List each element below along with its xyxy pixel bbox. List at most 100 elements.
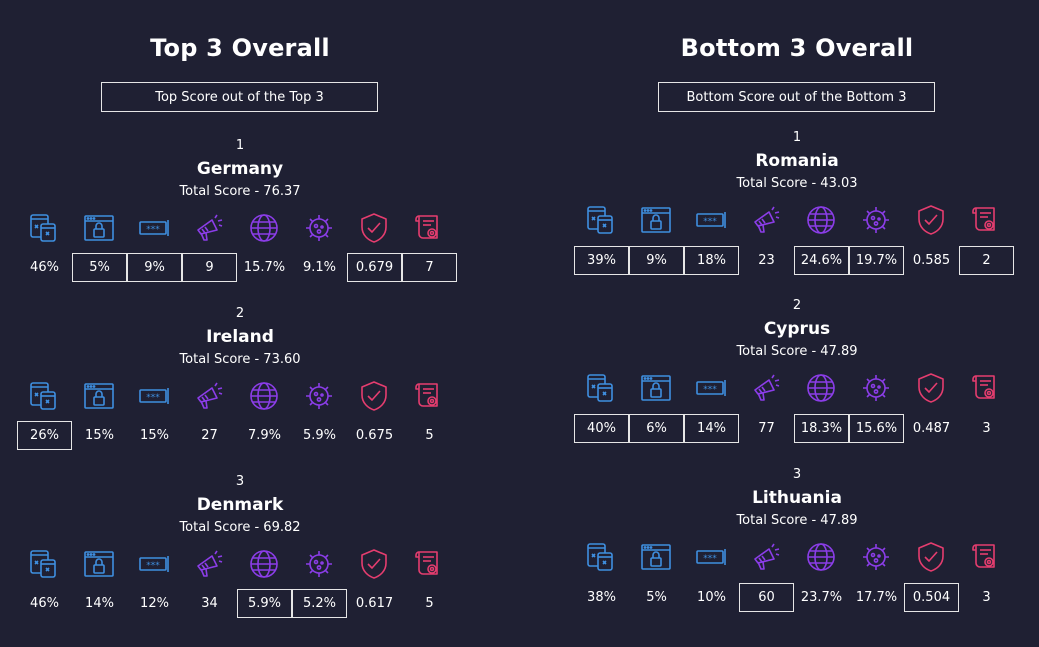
metric-value: 5.2% (292, 589, 347, 618)
metric-value: 0.585 (912, 253, 951, 268)
country-name: Cyprus (763, 319, 831, 339)
metric-value: 46% (30, 260, 59, 275)
password-icon: *** (695, 204, 727, 236)
panel-title: Bottom 3 Overall (680, 34, 914, 62)
virus-icon (303, 548, 335, 580)
country-name: Denmark (196, 495, 284, 515)
metric-value: 38% (587, 590, 616, 605)
metric-value: 24.6% (794, 246, 849, 275)
globe-icon (248, 380, 280, 412)
metric-value: 14% (684, 414, 739, 443)
browser-lock-icon (640, 204, 672, 236)
metric-value: 0.675 (355, 428, 394, 443)
metric-value: 23.7% (800, 590, 843, 605)
metric-value: 5.9% (302, 428, 337, 443)
certificate-icon (970, 204, 1002, 236)
metric-value: 0.617 (355, 596, 394, 611)
certificate-icon (970, 372, 1002, 404)
metric-value: 9.1% (302, 260, 337, 275)
legend-button[interactable]: Bottom Score out of the Bottom 3 (658, 82, 935, 112)
devices-icon (28, 548, 60, 580)
browser-lock-icon (640, 372, 672, 404)
metric-value: 9% (127, 253, 182, 282)
certificate-icon (413, 548, 445, 580)
megaphone-icon (193, 548, 225, 580)
total-score: Total Score - 76.37 (179, 184, 301, 199)
svg-text:***: *** (146, 225, 160, 235)
svg-text:***: *** (703, 217, 717, 227)
globe-icon (805, 541, 837, 573)
svg-text:***: *** (146, 393, 160, 403)
virus-icon (303, 380, 335, 412)
devices-icon (28, 212, 60, 244)
globe-icon (248, 212, 280, 244)
metric-value: 9% (629, 246, 684, 275)
metric-value: 27 (201, 428, 218, 443)
globe-icon (805, 372, 837, 404)
shield-check-icon (358, 380, 390, 412)
metric-value: 12% (140, 596, 169, 611)
country-name: Lithuania (752, 488, 842, 508)
megaphone-icon (750, 541, 782, 573)
legend-button[interactable]: Top Score out of the Top 3 (101, 82, 378, 112)
total-score: Total Score - 73.60 (179, 352, 301, 367)
total-score: Total Score - 47.89 (736, 513, 858, 528)
certificate-icon (413, 380, 445, 412)
metric-value: 17.7% (855, 590, 898, 605)
password-icon: *** (695, 372, 727, 404)
total-score: Total Score - 47.89 (736, 344, 858, 359)
rank-number: 2 (792, 298, 802, 313)
country-name: Ireland (206, 327, 274, 347)
megaphone-icon (193, 212, 225, 244)
megaphone-icon (750, 372, 782, 404)
country-name: Romania (755, 151, 839, 171)
metric-value: 19.7% (849, 246, 904, 275)
virus-icon (860, 372, 892, 404)
virus-icon (860, 541, 892, 573)
password-icon: *** (695, 541, 727, 573)
metric-value: 18.3% (794, 414, 849, 443)
metric-value: 5% (72, 253, 127, 282)
password-icon: *** (138, 548, 170, 580)
metric-value: 34 (201, 596, 218, 611)
devices-icon (585, 541, 617, 573)
metric-value: 3 (982, 590, 991, 605)
metric-value: 5 (425, 428, 434, 443)
metric-value: 18% (684, 246, 739, 275)
metric-value: 7.9% (247, 428, 282, 443)
metric-value: 26% (17, 421, 72, 450)
metric-value: 2 (959, 246, 1014, 275)
metric-value: 5.9% (237, 589, 292, 618)
country-name: Germany (196, 159, 284, 179)
metric-value: 6% (629, 414, 684, 443)
shield-check-icon (915, 204, 947, 236)
metric-value: 5% (646, 590, 667, 605)
browser-lock-icon (83, 548, 115, 580)
shield-check-icon (358, 548, 390, 580)
metric-value: 60 (739, 583, 794, 612)
browser-lock-icon (83, 212, 115, 244)
panel-title: Top 3 Overall (150, 34, 330, 62)
password-icon: *** (138, 380, 170, 412)
metric-value: 3 (982, 421, 991, 436)
metric-value: 39% (574, 246, 629, 275)
certificate-icon (413, 212, 445, 244)
metric-value: 7 (402, 253, 457, 282)
metric-value: 23 (758, 253, 775, 268)
rank-number: 2 (235, 306, 245, 321)
metric-value: 0.487 (912, 421, 951, 436)
metric-value: 15.7% (243, 260, 286, 275)
browser-lock-icon (83, 380, 115, 412)
rank-number: 3 (235, 474, 245, 489)
shield-check-icon (915, 372, 947, 404)
metric-value: 0.679 (347, 253, 402, 282)
browser-lock-icon (640, 541, 672, 573)
metric-value: 46% (30, 596, 59, 611)
total-score: Total Score - 69.82 (179, 520, 301, 535)
devices-icon (585, 204, 617, 236)
metric-value: 77 (758, 421, 775, 436)
shield-check-icon (358, 212, 390, 244)
shield-check-icon (915, 541, 947, 573)
total-score: Total Score - 43.03 (736, 176, 858, 191)
megaphone-icon (193, 380, 225, 412)
